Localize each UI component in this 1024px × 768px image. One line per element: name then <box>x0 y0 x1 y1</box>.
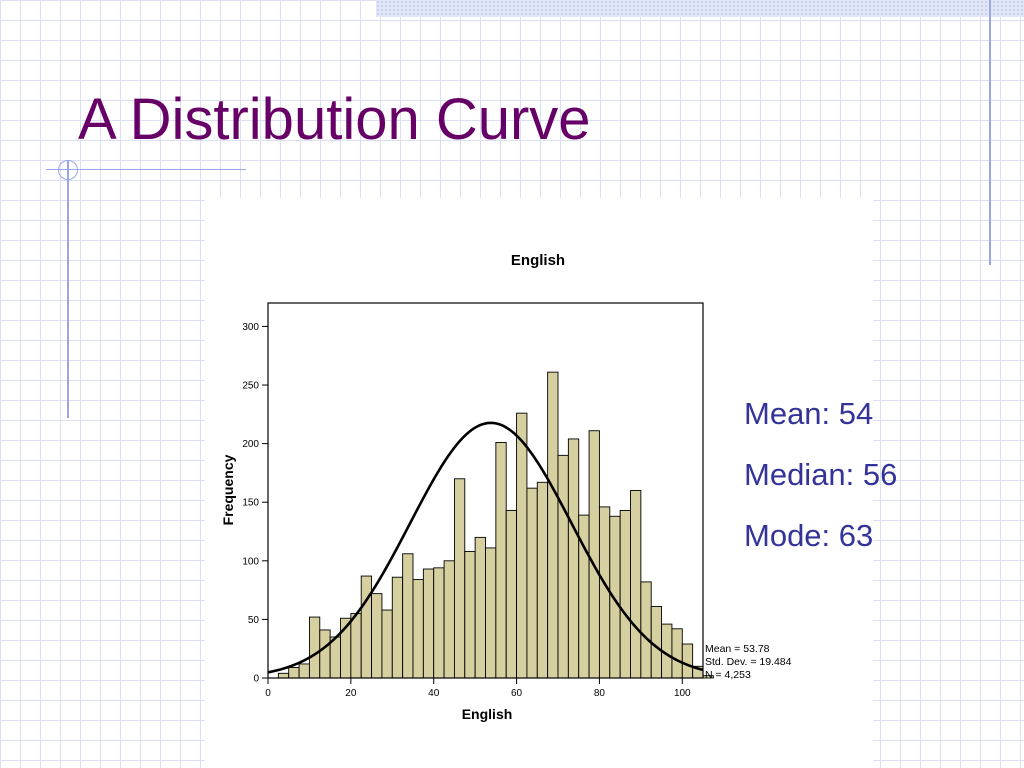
histogram-bar <box>464 550 476 679</box>
chart-legend: Mean = 53.78 Std. Dev. = 19.484 N = 4,25… <box>705 643 792 681</box>
histogram-bar <box>381 609 393 679</box>
y-axis-label: Frequency <box>220 454 236 525</box>
y-tick-label: 100 <box>242 556 259 567</box>
histogram-bar <box>598 506 611 679</box>
histogram-bar <box>319 629 331 679</box>
histogram-bar <box>588 430 600 679</box>
histogram-chart: English 0 50 100 150 200 250 300 0 20 40 60 80 100 E… <box>220 252 792 722</box>
histogram-bar <box>630 490 642 679</box>
histogram-bar <box>453 478 466 679</box>
y-tick-label: 200 <box>242 439 259 450</box>
histogram-bar <box>485 547 497 679</box>
histogram-bar <box>391 576 404 679</box>
histogram-bar <box>495 442 507 679</box>
x-tick-label: 60 <box>511 688 523 699</box>
histogram-bar <box>505 509 518 679</box>
stat-median: Median: 56 <box>744 457 898 492</box>
histogram-bar <box>443 560 455 679</box>
histogram-bar <box>371 593 383 679</box>
histogram-bar <box>640 581 652 679</box>
stat-mean: Mean: 54 <box>744 396 874 431</box>
legend-n: N = 4,253 <box>705 669 751 681</box>
y-tick-label: 0 <box>253 674 259 685</box>
histogram-bar <box>681 643 694 679</box>
slide-title: A Distribution Curve <box>78 87 591 152</box>
x-tick-label: 0 <box>265 688 271 699</box>
decorative-vertical-line-right <box>989 0 991 265</box>
stats-list: Mean: 54 Median: 56 Mode: 63 <box>744 383 897 566</box>
histogram-bar <box>360 575 373 679</box>
top-decorative-band <box>376 0 1024 17</box>
y-tick-label: 50 <box>248 615 260 626</box>
histogram-bar <box>412 579 424 679</box>
histogram-bar <box>433 567 445 679</box>
histogram-bar <box>288 667 300 679</box>
x-tick-label: 100 <box>674 688 691 699</box>
y-tick-label: 300 <box>242 322 259 333</box>
histogram-bar <box>298 663 310 679</box>
histogram-chart-panel: English 0 50 100 150 200 250 300 0 20 40 60 80 100 E… <box>205 198 873 768</box>
histogram-bar <box>350 613 362 679</box>
legend-std-dev: Std. Dev. = 19.484 <box>705 656 792 668</box>
histogram-bar <box>474 536 486 679</box>
histogram-bar <box>609 515 621 679</box>
x-tick-label: 80 <box>594 688 606 699</box>
histogram-bar <box>516 412 528 679</box>
y-tick-label: 250 <box>242 381 259 392</box>
histogram-bar <box>422 568 435 679</box>
histogram-bar <box>402 553 414 679</box>
decorative-horizontal-line <box>46 169 246 170</box>
histogram-bar <box>567 438 580 679</box>
decorative-circle <box>58 160 78 180</box>
histogram-bar <box>671 628 683 679</box>
y-tick-label: 150 <box>242 498 259 509</box>
histogram-bar <box>526 487 538 679</box>
histogram-bar <box>308 616 321 679</box>
x-tick-label: 40 <box>428 688 440 699</box>
x-tick-label: 20 <box>345 688 357 699</box>
histogram-bar <box>547 371 559 679</box>
histogram-bar <box>277 672 290 679</box>
plot-frame <box>267 302 704 679</box>
histogram-bar <box>536 481 549 679</box>
legend-mean: Mean = 53.78 <box>705 643 770 655</box>
chart-title: English <box>511 252 565 269</box>
histogram-bar <box>619 509 631 679</box>
decorative-vertical-line-left <box>67 160 69 418</box>
normal-curve-line <box>267 421 704 674</box>
stat-mode: Mode: 63 <box>744 518 874 553</box>
histogram-bar <box>557 454 569 679</box>
x-axis-label: English <box>462 706 513 722</box>
